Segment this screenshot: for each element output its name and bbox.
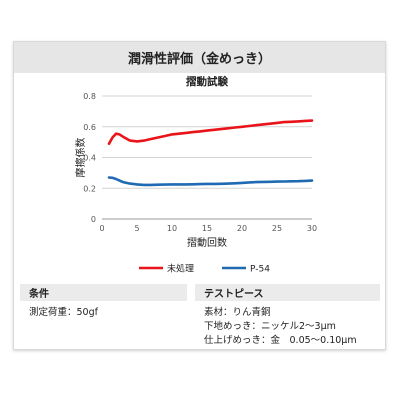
test-piece-line-material: 素材：りん青銅 (204, 307, 271, 318)
test-piece-section: テストピース 素材：りん青銅 下地めっき：ニッケル2〜3μm 仕上げめっき：金 … (195, 284, 380, 346)
conditions-body: 測定荷重：50gf (20, 301, 187, 320)
x-tick-label: 30 (307, 224, 317, 233)
y-tick-label: 0.6 (83, 123, 96, 132)
y-tick-label: 0.4 (83, 154, 96, 163)
test-piece-heading: テストピース (195, 284, 380, 301)
series-line-2 (107, 176, 314, 187)
y-axis-label: 摩擦係数 (74, 138, 87, 178)
test-piece-line-finish: 仕上げめっき：金 0.05〜0.10μm (204, 335, 357, 346)
page-title: 潤滑性評価（金めっき） (14, 42, 385, 73)
test-piece-body: 素材：りん青銅 下地めっき：ニッケル2〜3μm 仕上げめっき：金 0.05〜0.… (195, 301, 380, 348)
x-tick-label: 5 (134, 224, 139, 233)
results-card: 潤滑性評価（金めっき） 摺動試験 0 0.2 0.4 0.6 0.8 0 5 10 15 20 25 3… (13, 41, 386, 350)
legend-label-2: P-54 (250, 265, 270, 275)
series-line-1 (107, 119, 314, 145)
legend-label-1: 未処理 (167, 263, 194, 275)
y-tick-label: 0 (91, 215, 96, 224)
x-tick-label: 25 (272, 224, 282, 233)
x-tick-label: 20 (237, 224, 247, 233)
x-axis-label: 摺動回数 (187, 236, 227, 249)
chart-title: 摺動試験 (186, 75, 228, 88)
x-tick-label: 15 (202, 224, 212, 233)
y-tick-label: 0.8 (83, 92, 96, 101)
y-tick-label: 0.2 (83, 184, 96, 193)
friction-chart: 摺動試験 0 0.2 0.4 0.6 0.8 0 5 10 15 20 25 30 摺動回数 摩擦係数未処理… (74, 75, 317, 275)
test-piece-line-underplating: 下地めっき：ニッケル2〜3μm (204, 321, 336, 332)
condition-line: 測定荷重：50gf (29, 307, 98, 318)
x-tick-label: 0 (99, 224, 104, 233)
conditions-section: 条件 測定荷重：50gf (20, 284, 187, 346)
conditions-heading: 条件 (20, 284, 187, 301)
x-tick-label: 10 (167, 224, 177, 233)
